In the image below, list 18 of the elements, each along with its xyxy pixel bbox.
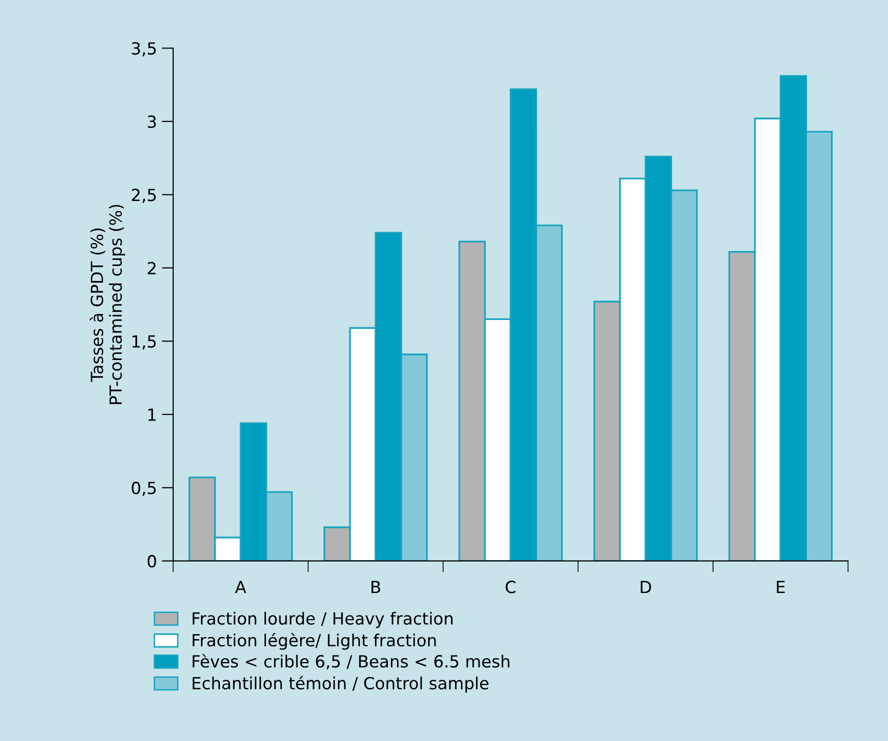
- y-tick-label: 2: [148, 262, 156, 274]
- y-tick-label: 0,5: [132, 482, 156, 496]
- legend-label: Echantillon témoin / Control sample: [192, 676, 488, 693]
- legend-label: Fraction lourde / Heavy fraction: [192, 612, 453, 628]
- y-tick-label: 1,5: [132, 335, 156, 350]
- y-tick-label: 3: [148, 115, 156, 128]
- x-tick-label: A: [235, 580, 246, 594]
- x-tick-label: C: [506, 580, 516, 594]
- y-axis-title: Tasses à GPDT (%) PT-contamined cups (%): [90, 204, 126, 404]
- legend-label: Fèves < crible 6,5 / Beans < 6.5 mesh: [192, 654, 510, 670]
- y-tick-label: 2,5: [132, 188, 156, 203]
- x-tick-label: B: [372, 580, 380, 594]
- y-tick-label: 3,5: [132, 42, 156, 56]
- x-tick-label: D: [640, 580, 652, 594]
- y-tick-label: 0: [148, 554, 156, 568]
- x-tick-label: E: [776, 580, 785, 594]
- legend-label: Fraction légère/ Light fraction: [192, 632, 436, 650]
- y-tick-label: 1: [148, 408, 156, 421]
